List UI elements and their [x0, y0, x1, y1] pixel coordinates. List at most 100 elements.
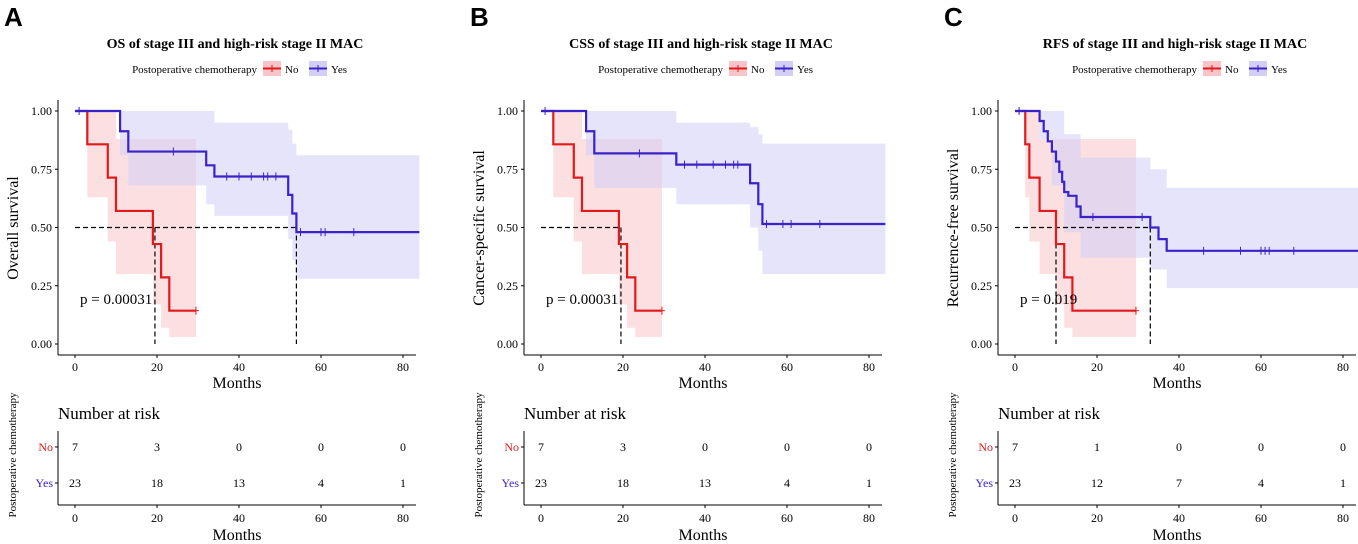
legend-label-yes: Yes	[331, 64, 347, 76]
risk-table-ylabel: Postoperative chemotherapy	[473, 392, 485, 517]
chart-title: OS of stage III and high-risk stage II M…	[107, 37, 364, 52]
y-axis-title: Cancer-specific survival	[471, 150, 488, 306]
x-tick-label: 80	[1337, 360, 1349, 374]
x-axis-title: Months	[679, 375, 728, 392]
y-tick-label: 0.50	[31, 221, 52, 235]
y-tick-label: 0.25	[971, 279, 992, 293]
chart-title: RFS of stage III and high-risk stage II …	[1043, 37, 1307, 52]
risk-x-tick-label: 40	[1173, 511, 1185, 525]
risk-count: 23	[535, 476, 547, 490]
p-value: p = 0.00031	[80, 292, 152, 308]
x-tick-label: 80	[397, 360, 409, 374]
risk-count: 23	[69, 476, 81, 490]
legend-label-yes: Yes	[797, 64, 813, 76]
risk-count: 4	[318, 476, 324, 490]
x-tick-label: 40	[699, 360, 711, 374]
x-tick-label: 40	[1173, 360, 1185, 374]
ci-band-yes	[541, 111, 886, 275]
y-axis-title: Overall survival	[5, 176, 22, 280]
legend-label-no: No	[285, 64, 299, 76]
panel-c: C RFS of stage III and high-risk stage II…	[944, 2, 1358, 544]
risk-x-tick-label: 80	[397, 511, 409, 525]
y-tick-label: 0.75	[971, 162, 992, 176]
risk-group-label-yes: Yes	[976, 476, 994, 490]
risk-x-tick-label: 40	[699, 511, 711, 525]
risk-count: 7	[1176, 476, 1182, 490]
y-tick-label: 0.25	[497, 279, 518, 293]
risk-count: 0	[236, 440, 242, 454]
y-tick-label: 0.00	[497, 337, 518, 351]
x-tick-label: 0	[538, 360, 544, 374]
risk-x-axis-title: Months	[213, 527, 262, 544]
risk-count: 1	[1340, 476, 1346, 490]
y-tick-label: 0.25	[31, 279, 52, 293]
risk-count: 4	[1258, 476, 1264, 490]
ci-band-yes	[1015, 111, 1358, 289]
legend-title: Postoperative chemotherapy	[1072, 64, 1197, 76]
risk-x-tick-label: 40	[233, 511, 245, 525]
risk-table-title: Number at risk	[998, 404, 1100, 423]
risk-x-axis-title: Months	[679, 527, 728, 544]
y-tick-label: 0.50	[971, 221, 992, 235]
risk-count: 1	[1094, 440, 1100, 454]
legend: Postoperative chemotherapy No Yes	[1072, 61, 1287, 76]
x-tick-label: 60	[781, 360, 793, 374]
risk-table-ylabel: Postoperative chemotherapy	[7, 392, 19, 517]
survival-curve-yes	[75, 109, 420, 234]
risk-x-tick-label: 0	[72, 511, 78, 525]
risk-x-tick-label: 0	[538, 511, 544, 525]
risk-table-title: Number at risk	[58, 404, 160, 423]
risk-group-label-yes: Yes	[36, 476, 54, 490]
risk-x-tick-label: 0	[1012, 511, 1018, 525]
y-axis-title: Recurrence-free survival	[945, 148, 962, 307]
risk-group-label-yes: Yes	[502, 476, 520, 490]
survival-curve-no	[541, 109, 662, 312]
legend-title: Postoperative chemotherapy	[598, 64, 723, 76]
legend: Postoperative chemotherapy No Yes	[598, 61, 813, 76]
survival-curve-no	[1015, 109, 1136, 312]
median-lines	[541, 226, 622, 344]
chart-title: CSS of stage III and high-risk stage II …	[569, 37, 833, 52]
legend-label-no: No	[751, 64, 765, 76]
risk-count: 1	[866, 476, 872, 490]
y-tick-label: 0.00	[971, 337, 992, 351]
x-tick-label: 0	[72, 360, 78, 374]
y-tick-label: 1.00	[497, 104, 518, 118]
risk-x-tick-label: 60	[315, 511, 327, 525]
panel-a: A OS of stage III and high-risk stage II …	[4, 2, 420, 544]
risk-table: Number at risk Postoperative chemotherapy…	[7, 392, 416, 544]
risk-x-axis-title: Months	[1153, 527, 1202, 544]
x-axis-title: Months	[213, 375, 262, 392]
legend: Postoperative chemotherapy No Yes	[132, 61, 347, 76]
risk-x-tick-label: 80	[863, 511, 875, 525]
panel-b: B CSS of stage III and high-risk stage II…	[470, 2, 886, 544]
risk-count: 7	[1012, 440, 1018, 454]
x-tick-label: 60	[1255, 360, 1267, 374]
risk-x-tick-label: 60	[1255, 511, 1267, 525]
risk-count: 0	[318, 440, 324, 454]
legend-label-no: No	[1225, 64, 1239, 76]
y-tick-label: 0.50	[497, 221, 518, 235]
risk-count: 13	[233, 476, 245, 490]
risk-count: 13	[699, 476, 711, 490]
x-tick-label: 40	[233, 360, 245, 374]
risk-count: 7	[72, 440, 78, 454]
risk-group-label-no: No	[504, 440, 519, 454]
risk-table-title: Number at risk	[524, 404, 626, 423]
risk-x-tick-label: 80	[1337, 511, 1349, 525]
risk-table: Number at risk Postoperative chemotherapy…	[947, 392, 1356, 544]
risk-count: 0	[702, 440, 708, 454]
panel-label: B	[470, 2, 489, 32]
risk-table-ylabel: Postoperative chemotherapy	[947, 392, 959, 517]
risk-count: 18	[151, 476, 163, 490]
y-tick-label: 1.00	[971, 104, 992, 118]
risk-x-tick-label: 20	[617, 511, 629, 525]
risk-count: 0	[400, 440, 406, 454]
x-tick-label: 80	[863, 360, 875, 374]
risk-count: 3	[620, 440, 626, 454]
risk-count: 3	[154, 440, 160, 454]
ci-band-yes	[75, 111, 420, 279]
x-tick-label: 0	[1012, 360, 1018, 374]
x-tick-label: 20	[1091, 360, 1103, 374]
